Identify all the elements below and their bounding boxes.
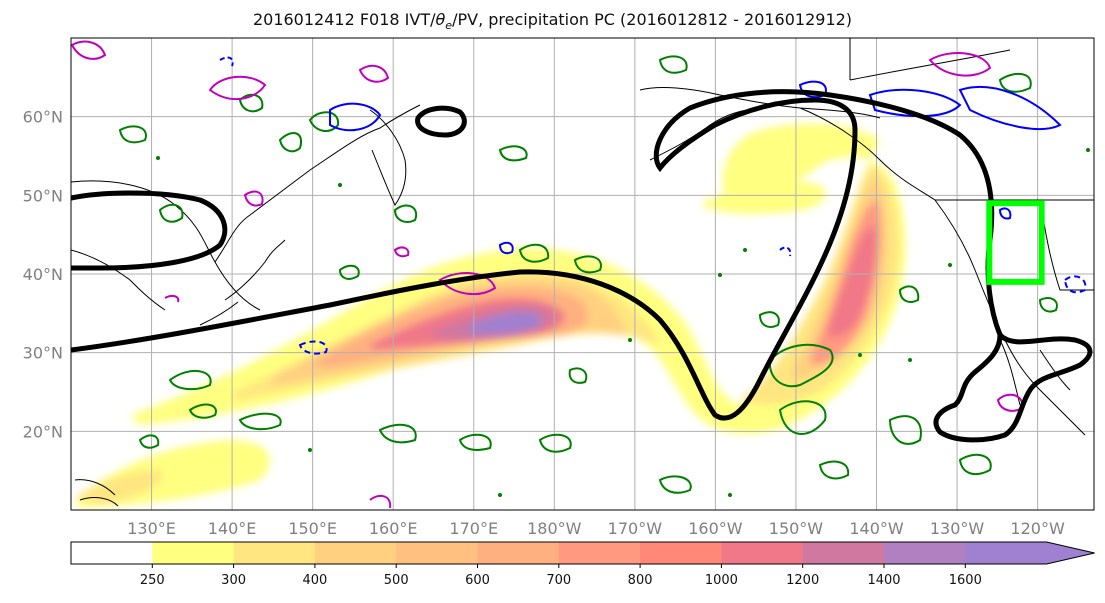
colorbar-tick-label: 1000 <box>705 573 738 588</box>
lon-label: 170°W <box>608 519 663 538</box>
ivt-band-250-ne <box>700 181 826 214</box>
colorbar-tick-label: 1600 <box>949 573 982 588</box>
colorbar-tick-label: 1400 <box>867 573 900 588</box>
colorbar-tick-label: 600 <box>465 573 490 588</box>
lat-label: 20°N <box>23 422 63 441</box>
colorbar-extend-arrow <box>1046 542 1095 564</box>
theta-contours-blue <box>219 56 1087 355</box>
colorbar-outline <box>70 541 1095 565</box>
lon-label: 160°E <box>369 519 418 538</box>
colorbar-segment <box>314 542 397 564</box>
theta-contours-green <box>118 55 1058 494</box>
map-frame <box>70 37 1095 511</box>
lat-label: 30°N <box>23 344 63 363</box>
colorbar-tick-label: 300 <box>221 573 246 588</box>
colorbar-segment <box>233 542 316 564</box>
coastlines <box>71 38 1094 507</box>
lon-label: 130°W <box>930 519 985 538</box>
lon-label: 150°E <box>288 519 337 538</box>
colorbar-segment <box>71 542 153 564</box>
coast-kamchatka <box>369 109 407 206</box>
colorbar-tick-label: 400 <box>302 573 327 588</box>
lon-label: 130°E <box>127 519 176 538</box>
colorbar-segment <box>884 542 966 564</box>
colorbar-segment <box>396 542 478 564</box>
colorbar-segment <box>558 542 641 564</box>
colorbar-tick-label: 700 <box>546 573 571 588</box>
longitude-labels: 130°E 140°E 150°E 160°E 170°E 180°W 170°W 160°W… <box>127 519 1065 538</box>
lat-label: 50°N <box>23 186 63 205</box>
ivt-shading <box>75 123 906 508</box>
colorbar-segment <box>965 542 1048 564</box>
lat-label: 60°N <box>23 108 63 127</box>
theta-contours-magenta <box>71 40 1024 509</box>
colorbar-segment <box>477 542 560 564</box>
colorbar-tick-label: 250 <box>140 573 165 588</box>
coast-canada <box>849 38 1011 81</box>
lon-label: 180°W <box>527 519 582 538</box>
lon-label: 120°W <box>1010 519 1065 538</box>
lon-label: 140°E <box>208 519 257 538</box>
lat-label: 40°N <box>23 265 63 284</box>
theta-dots <box>156 148 1090 497</box>
lon-label: 170°E <box>449 519 498 538</box>
lon-label: 150°W <box>769 519 824 538</box>
colorbar-segment <box>721 542 804 564</box>
ivt-band-800-east <box>828 226 877 338</box>
colorbar-segment <box>152 542 235 564</box>
colorbar-tick-label: 1200 <box>786 573 819 588</box>
coast-asia <box>71 104 421 311</box>
colorbar-tick-label: 800 <box>628 573 653 588</box>
ivt-band-1600 <box>465 312 541 335</box>
ivt-band-300-sw <box>75 470 163 505</box>
lon-label: 160°W <box>688 519 743 538</box>
coast-japan <box>199 239 286 326</box>
lon-label: 140°W <box>849 519 904 538</box>
latitude-labels: 20°N 30°N 40°N 50°N 60°N <box>23 108 63 442</box>
pv-contour <box>71 89 1093 443</box>
colorbar-labels: 250 300 400 500 600 700 800 1000 1200 1400 1600 <box>140 564 982 588</box>
region-highlight-box <box>986 200 1045 285</box>
coast-indonesia <box>74 479 119 507</box>
colorbar-tick-label: 500 <box>384 573 409 588</box>
figure-title: 2016012412 F018 IVT/θe/PV, precipitation… <box>252 10 853 33</box>
map-panel <box>71 38 1094 510</box>
colorbar <box>70 541 1095 565</box>
colorbar-segment <box>640 542 722 564</box>
colorbar-segment <box>802 542 885 564</box>
